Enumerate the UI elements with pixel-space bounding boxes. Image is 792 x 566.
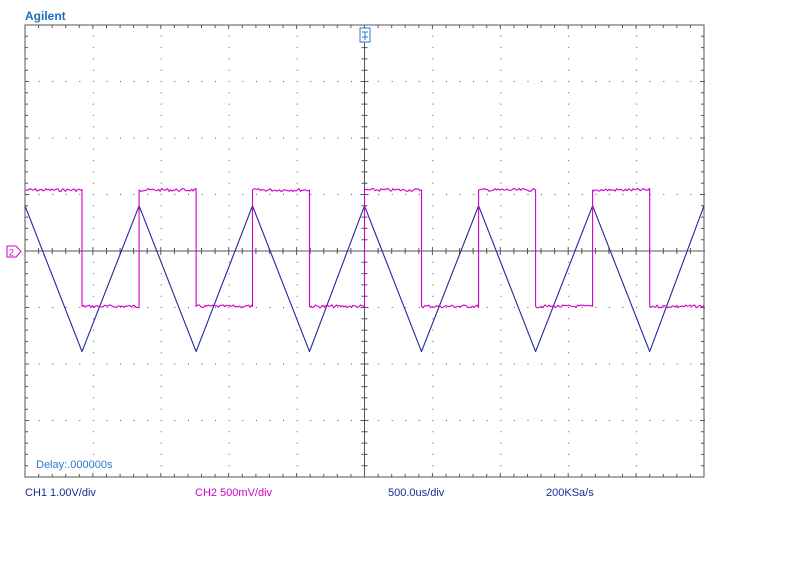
delay-readout: Delay:.000000s (36, 459, 113, 471)
markers: 2 (6, 27, 371, 258)
ch2-ground-marker[interactable]: 2 (6, 245, 22, 258)
ch1-scale-readout[interactable]: CH1 1.00V/div (25, 487, 96, 499)
brand-logo: Agilent (25, 9, 66, 23)
ch2-scale-readout[interactable]: CH2 500mV/div (195, 487, 273, 499)
graticule (24, 24, 705, 478)
ch2-marker-label: 2 (9, 248, 14, 258)
trigger-marker[interactable] (359, 27, 371, 43)
ch2-trace (25, 187, 705, 309)
grid-ticks (24, 24, 705, 478)
timebase-readout[interactable]: 500.0us/div (388, 487, 445, 499)
traces (24, 187, 705, 353)
sample-rate-readout: 200KSa/s (546, 487, 594, 499)
